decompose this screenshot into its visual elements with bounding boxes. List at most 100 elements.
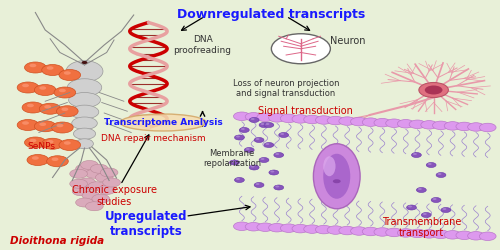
Circle shape	[333, 179, 340, 183]
Circle shape	[468, 123, 484, 131]
Circle shape	[480, 123, 496, 132]
Circle shape	[432, 121, 449, 130]
Circle shape	[246, 148, 250, 150]
Circle shape	[30, 139, 36, 142]
Ellipse shape	[66, 60, 103, 82]
Circle shape	[260, 123, 264, 125]
Circle shape	[362, 227, 379, 236]
Circle shape	[374, 228, 390, 236]
Circle shape	[236, 178, 240, 180]
Circle shape	[70, 179, 87, 188]
Circle shape	[40, 122, 46, 126]
Circle shape	[386, 119, 402, 128]
Circle shape	[52, 122, 73, 133]
Circle shape	[444, 230, 461, 239]
Circle shape	[268, 114, 285, 122]
Circle shape	[408, 206, 412, 208]
Circle shape	[259, 158, 269, 162]
Circle shape	[34, 84, 56, 96]
Circle shape	[421, 120, 438, 129]
Circle shape	[264, 142, 274, 148]
Text: Upregulated
transcripts: Upregulated transcripts	[104, 210, 187, 238]
Circle shape	[444, 122, 461, 130]
Circle shape	[24, 62, 46, 73]
Circle shape	[234, 112, 250, 120]
Circle shape	[42, 64, 64, 76]
Circle shape	[339, 117, 355, 125]
Circle shape	[266, 123, 270, 125]
Ellipse shape	[323, 154, 350, 199]
Circle shape	[416, 188, 426, 192]
Ellipse shape	[74, 128, 96, 140]
Ellipse shape	[68, 92, 100, 108]
Ellipse shape	[314, 144, 360, 209]
Circle shape	[54, 87, 76, 98]
Circle shape	[34, 121, 56, 132]
Circle shape	[419, 82, 448, 98]
Circle shape	[456, 122, 472, 131]
Circle shape	[102, 178, 120, 187]
Circle shape	[82, 191, 100, 200]
Circle shape	[339, 226, 355, 235]
Circle shape	[254, 182, 264, 188]
Circle shape	[270, 170, 274, 172]
Circle shape	[409, 229, 426, 238]
Circle shape	[350, 227, 368, 235]
Circle shape	[316, 116, 332, 124]
Circle shape	[266, 143, 270, 145]
Circle shape	[278, 132, 288, 138]
Circle shape	[17, 82, 39, 93]
Ellipse shape	[120, 114, 206, 131]
Circle shape	[276, 186, 279, 188]
Circle shape	[46, 66, 54, 70]
Circle shape	[436, 172, 446, 178]
Circle shape	[56, 106, 78, 117]
Ellipse shape	[76, 139, 94, 149]
Circle shape	[442, 208, 446, 210]
Text: Downregulated transcripts: Downregulated transcripts	[177, 8, 366, 21]
Circle shape	[426, 162, 436, 168]
Ellipse shape	[323, 156, 336, 176]
Circle shape	[234, 178, 244, 182]
Text: Chronic exposure
studies: Chronic exposure studies	[72, 186, 156, 207]
Ellipse shape	[72, 117, 98, 130]
Circle shape	[316, 225, 332, 234]
Circle shape	[274, 185, 283, 190]
Circle shape	[413, 153, 417, 155]
Circle shape	[59, 140, 80, 150]
Circle shape	[280, 133, 284, 135]
Text: DNA
proofreading: DNA proofreading	[174, 35, 232, 55]
Circle shape	[257, 223, 274, 232]
Circle shape	[256, 138, 260, 140]
Circle shape	[44, 105, 51, 108]
Circle shape	[27, 154, 48, 166]
Circle shape	[428, 163, 432, 165]
Circle shape	[22, 84, 29, 87]
Circle shape	[412, 152, 422, 158]
Text: Dioithona rigida: Dioithona rigida	[10, 236, 104, 246]
Circle shape	[76, 198, 94, 207]
Circle shape	[22, 102, 44, 113]
Circle shape	[292, 115, 309, 123]
Circle shape	[398, 229, 414, 237]
Circle shape	[52, 158, 59, 161]
Circle shape	[27, 104, 34, 107]
Circle shape	[468, 232, 484, 240]
Circle shape	[86, 169, 103, 178]
Circle shape	[56, 124, 64, 127]
Circle shape	[22, 121, 29, 125]
Circle shape	[76, 164, 94, 173]
Circle shape	[304, 115, 320, 124]
Circle shape	[254, 138, 264, 142]
Text: Transcriptome Analysis: Transcriptome Analysis	[104, 118, 222, 127]
Circle shape	[250, 118, 254, 120]
Circle shape	[100, 168, 118, 177]
Circle shape	[245, 222, 262, 231]
Circle shape	[80, 160, 98, 170]
Circle shape	[280, 114, 297, 123]
Circle shape	[432, 230, 449, 238]
Ellipse shape	[70, 105, 99, 119]
Circle shape	[86, 202, 103, 211]
Circle shape	[70, 169, 87, 178]
Circle shape	[236, 136, 240, 138]
